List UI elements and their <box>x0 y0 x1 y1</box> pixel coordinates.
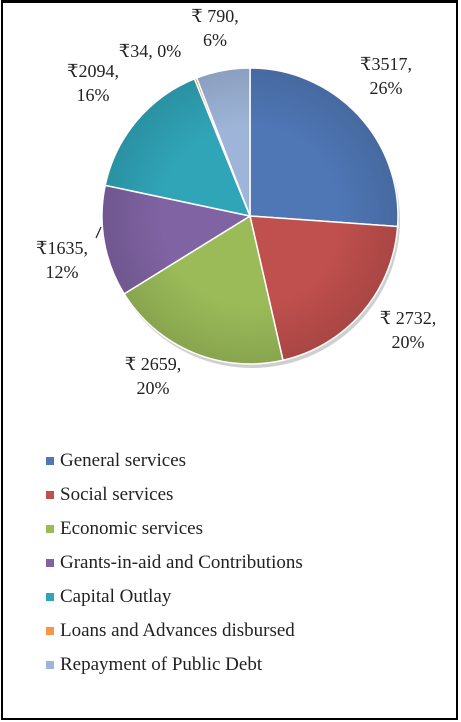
legend-label: Social services <box>60 484 174 505</box>
legend-item: Economic services <box>46 512 303 546</box>
legend-item: Repayment of Public Debt <box>46 648 303 682</box>
slice-data-label: ₹ 2732, 20% <box>380 308 436 352</box>
legend-item: Grants-in-aid and Contributions <box>46 546 303 580</box>
legend-item: Social services <box>46 478 303 512</box>
pie-slice-capital-outlay <box>104 77 252 218</box>
legend-item: Capital Outlay <box>46 580 303 614</box>
slice-data-label: ₹2094, 16% <box>67 61 119 105</box>
leader-line <box>95 226 102 239</box>
pie-slice-grants-in-aid-and-contributions <box>101 184 252 295</box>
legend-swatch <box>46 593 54 601</box>
legend-label: Economic services <box>60 518 203 539</box>
slice-data-label: ₹ 790, 6% <box>191 6 238 50</box>
legend-swatch <box>46 457 54 465</box>
pie-slice-social-services <box>249 215 399 362</box>
pie-slice-economic-services <box>123 214 284 365</box>
legend-item: General services <box>46 444 303 478</box>
legend-swatch <box>46 491 54 499</box>
slice-data-label: ₹ 2659, 20% <box>125 354 181 398</box>
slice-data-label: ₹1635, 12% <box>36 238 88 282</box>
pie-slice-repayment-of-public-debt <box>195 67 251 217</box>
legend-item: Loans and Advances disbursed <box>46 614 303 648</box>
pie-chart: ₹3517, 26% ₹ 2732, 20% ₹ 2659, 20% ₹1635, 12% ₹2… <box>36 6 436 398</box>
legend-label: Loans and Advances disbursed <box>60 620 295 641</box>
legend-label: General services <box>60 450 187 471</box>
legend-swatch <box>46 525 54 533</box>
legend-label: Capital Outlay <box>60 586 172 607</box>
slice-data-label: ₹34, 0% <box>119 41 181 61</box>
pie-slice-general-services <box>249 67 399 228</box>
legend-swatch <box>46 559 54 567</box>
legend-swatch <box>46 661 54 669</box>
legend-label: Grants-in-aid and Contributions <box>60 552 303 573</box>
legend-label: Repayment of Public Debt <box>60 654 263 675</box>
chart-legend: General services Social services Economic … <box>46 444 303 682</box>
legend-swatch <box>46 627 54 635</box>
slice-data-label: ₹3517, 26% <box>360 54 412 98</box>
